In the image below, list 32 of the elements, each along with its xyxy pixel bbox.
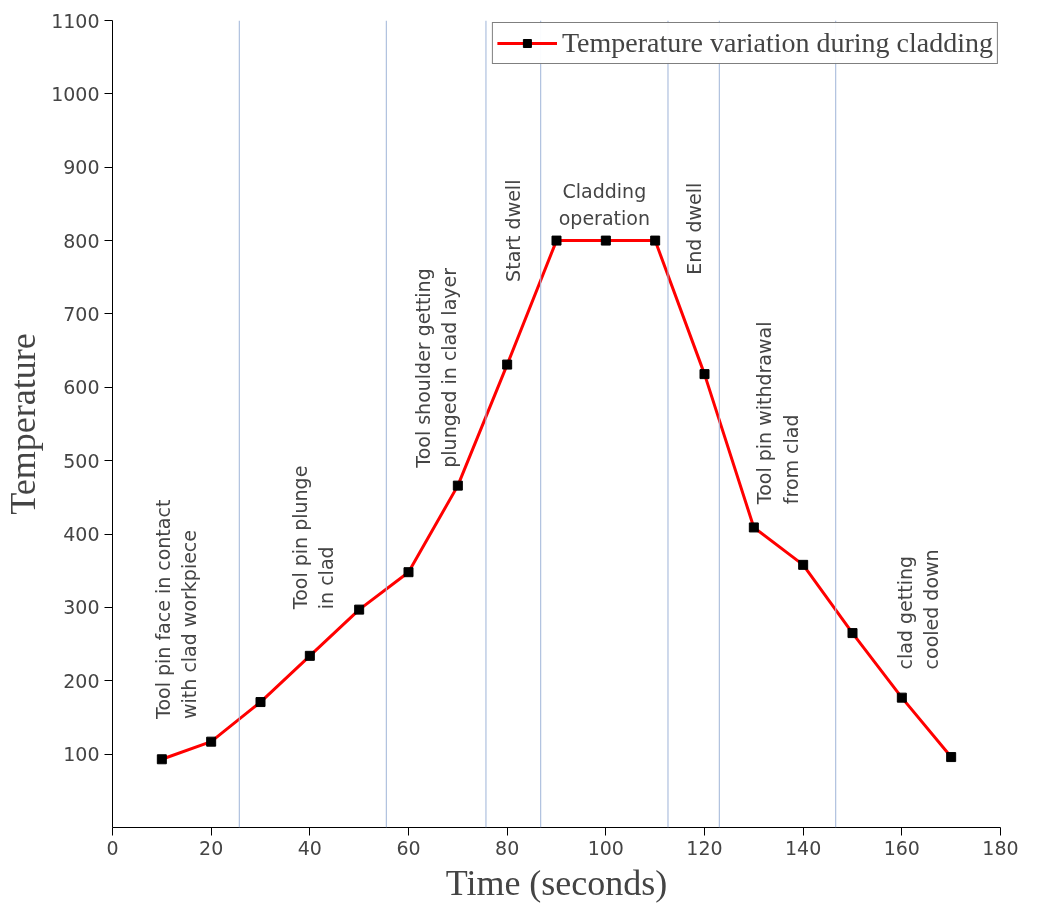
x-tick-label: 160 xyxy=(883,836,920,859)
legend-label: Temperature variation during cladding xyxy=(561,27,993,59)
y-tick-label: 300 xyxy=(63,596,100,619)
annotation: clad getting cooled down xyxy=(893,549,943,670)
y-axis-title: Temperature xyxy=(3,333,44,515)
annotation: Tool shoulder getting plunged in clad layer xyxy=(411,267,461,469)
y-tick-label: 700 xyxy=(63,302,100,325)
annotation: Start dwell xyxy=(502,179,525,282)
x-tick-label: 40 xyxy=(297,836,322,859)
annotation: Tool pin face in contact with clad workpiece xyxy=(151,499,201,720)
x-tick-label: 80 xyxy=(495,836,520,859)
y-tick-label: 100 xyxy=(63,743,100,766)
y-tick-label: 600 xyxy=(63,376,100,399)
y-tick-label: 400 xyxy=(63,523,100,546)
annotation: End dwell xyxy=(682,182,705,275)
annotation: Tool pin withdrawal from clad xyxy=(753,321,802,506)
x-tick-label: 60 xyxy=(396,836,421,859)
x-axis-title: Time (seconds) xyxy=(445,862,668,903)
y-tick-label: 900 xyxy=(63,156,100,179)
x-tick-label: 100 xyxy=(587,836,624,859)
x-tick-label: 120 xyxy=(686,836,723,859)
annotation: Cladding operation xyxy=(558,180,650,229)
annotation: Tool pin plunge in clad xyxy=(288,465,337,611)
y-tick-label: 200 xyxy=(63,669,100,692)
y-tick-label: 500 xyxy=(63,449,100,472)
y-tick-label: 1000 xyxy=(51,82,100,105)
y-tick-label: 800 xyxy=(63,229,100,252)
x-tick-label: 140 xyxy=(785,836,822,859)
x-tick-label: 180 xyxy=(982,836,1019,859)
y-tick-label: 1100 xyxy=(51,9,100,32)
x-tick-label: 20 xyxy=(199,836,224,859)
x-tick-label: 0 xyxy=(106,836,119,859)
